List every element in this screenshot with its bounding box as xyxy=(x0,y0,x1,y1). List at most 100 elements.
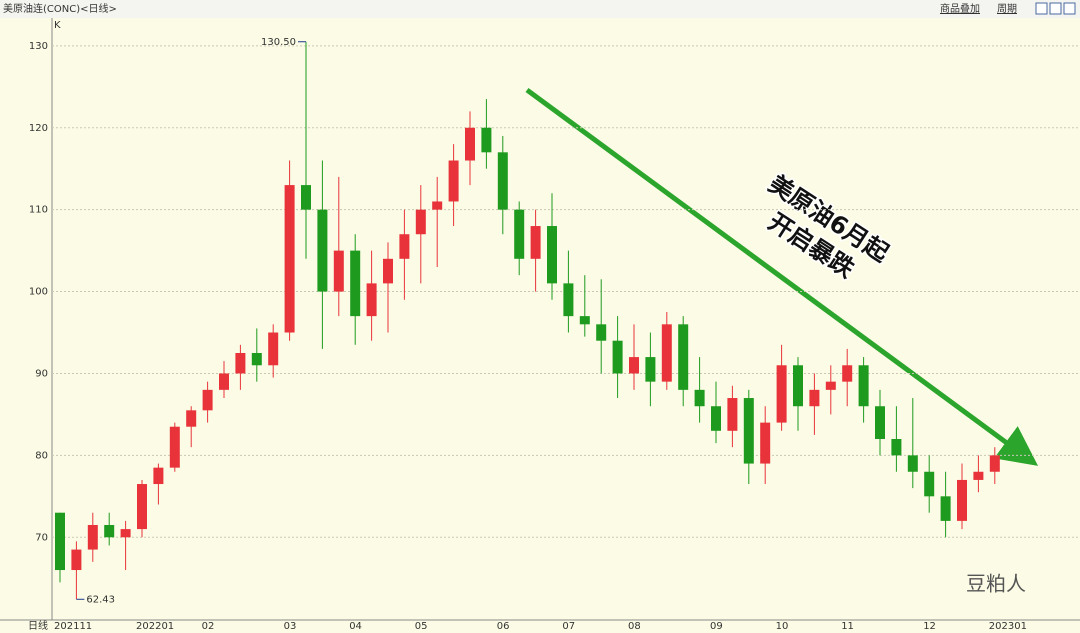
window-button[interactable] xyxy=(1063,2,1076,15)
candle xyxy=(547,193,557,300)
candle xyxy=(481,99,492,169)
candle xyxy=(645,332,656,407)
y-tick-label: 110 xyxy=(29,205,48,216)
candle xyxy=(153,463,164,505)
candle xyxy=(973,455,984,493)
candle xyxy=(612,316,623,399)
candle xyxy=(137,479,147,538)
candle-body xyxy=(530,226,541,259)
candle-body xyxy=(284,185,295,333)
candle xyxy=(301,41,311,259)
candle xyxy=(940,471,951,538)
candle-body xyxy=(317,209,328,292)
candle-body xyxy=(563,283,574,317)
watermark: 豆粕人 xyxy=(966,572,1026,596)
panel-label: K xyxy=(54,20,61,31)
y-tick-label: 90 xyxy=(35,368,48,379)
candle-body xyxy=(104,524,115,538)
candle-body xyxy=(448,160,459,202)
candle-body xyxy=(153,467,164,485)
window-button[interactable] xyxy=(1049,2,1062,15)
candle-body xyxy=(251,352,262,366)
candle-body xyxy=(186,410,197,427)
candle xyxy=(186,406,197,448)
candle xyxy=(743,389,754,485)
candle xyxy=(907,398,918,489)
window-buttons xyxy=(1035,2,1076,15)
y-tick-label: 80 xyxy=(35,450,48,461)
y-tick-label: 100 xyxy=(29,287,48,298)
toolbar-button[interactable]: 商品叠加 xyxy=(940,2,980,15)
candle xyxy=(891,406,902,472)
candle-body xyxy=(497,152,508,210)
x-tick-label: 11 xyxy=(841,621,854,632)
candle-body xyxy=(333,250,344,292)
y-tick-label: 70 xyxy=(35,532,48,543)
candle xyxy=(875,389,885,456)
candle xyxy=(842,348,853,407)
candle xyxy=(760,406,771,485)
x-tick-label: 12 xyxy=(923,621,936,632)
candle xyxy=(989,447,1000,485)
candle-body xyxy=(366,283,377,317)
candle-body xyxy=(875,406,885,439)
y-tick-label: 130 xyxy=(29,41,48,52)
candle-body xyxy=(989,455,1000,472)
candle xyxy=(711,381,721,444)
x-tick-label: 02 xyxy=(202,621,215,632)
y-tick-label: 120 xyxy=(29,123,48,134)
x-tick-label: 07 xyxy=(562,621,575,632)
candle xyxy=(333,176,344,317)
x-tick-label: 06 xyxy=(497,621,510,632)
candle-body xyxy=(776,365,787,423)
candle xyxy=(120,520,131,571)
trend-arrow xyxy=(525,87,1039,466)
candle xyxy=(530,209,541,292)
x-tick-label: 08 xyxy=(628,621,641,632)
candle-body xyxy=(514,209,525,259)
candle-body xyxy=(465,127,475,161)
candle xyxy=(169,422,180,472)
candle xyxy=(825,365,836,415)
candle-body xyxy=(202,389,213,411)
candle-body xyxy=(432,201,443,210)
candle-body xyxy=(891,438,902,456)
candle-body xyxy=(481,127,492,153)
candle xyxy=(448,144,459,227)
header-bar xyxy=(0,0,1080,18)
window-button[interactable] xyxy=(1035,2,1048,15)
candle xyxy=(514,201,525,276)
candle xyxy=(678,316,689,407)
x-tick-label: 04 xyxy=(349,621,362,632)
x-tick-label: 05 xyxy=(415,621,428,632)
toolbar-button[interactable]: 周期 xyxy=(997,3,1017,15)
x-tick-label: 10 xyxy=(776,621,789,632)
candle-body xyxy=(661,324,672,382)
candle-body xyxy=(399,234,410,259)
candle xyxy=(399,209,410,300)
candle-body xyxy=(55,512,65,571)
candle xyxy=(350,234,361,345)
candle-body xyxy=(858,365,869,407)
candle xyxy=(957,463,967,530)
candle xyxy=(202,381,213,423)
candle xyxy=(579,275,590,337)
candle-body xyxy=(940,496,951,521)
candle xyxy=(251,328,262,382)
high-label: 130.50 xyxy=(261,37,296,48)
candle-body xyxy=(235,352,246,374)
candle-body xyxy=(629,357,639,374)
candle-body xyxy=(678,324,689,390)
candle-body xyxy=(793,365,803,407)
candle-body xyxy=(711,406,721,431)
candle-body xyxy=(760,422,771,464)
candle-body xyxy=(383,258,393,284)
candle-body xyxy=(579,316,590,325)
candle-body xyxy=(809,389,820,407)
candle xyxy=(383,242,393,333)
candle-body xyxy=(71,549,82,571)
candle xyxy=(661,312,672,390)
candle xyxy=(858,357,869,423)
candle xyxy=(809,373,820,435)
